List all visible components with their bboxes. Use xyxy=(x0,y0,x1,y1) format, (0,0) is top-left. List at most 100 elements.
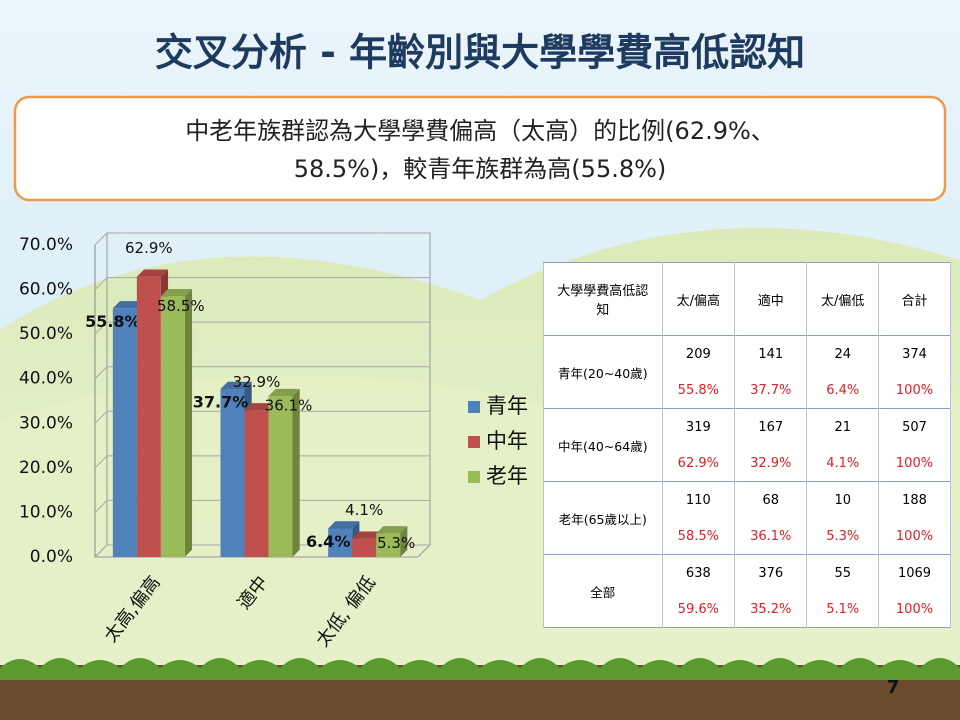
callout-line: 中老年族群認為大學學費偏高（太高）的比例(62.9%、 xyxy=(185,117,775,145)
y-tick-label: 30.0% xyxy=(19,413,73,433)
bar xyxy=(160,296,185,557)
bar xyxy=(136,276,161,557)
table-cell: 62.9% xyxy=(661,445,736,482)
table-cell: 141 xyxy=(734,335,808,372)
table-cell: 太/偏高 xyxy=(661,262,736,336)
bar xyxy=(268,396,293,557)
bar xyxy=(328,528,353,557)
bar-top xyxy=(328,521,360,529)
data-label: 55.8% xyxy=(85,312,141,331)
table-row: 59.6% 35.2% 5.1% 100% xyxy=(544,591,951,628)
table-cell: 55 xyxy=(806,554,879,591)
table-cell: 適中 xyxy=(734,262,808,336)
y-tick-label: 10.0% xyxy=(19,502,73,522)
grid-line xyxy=(94,455,430,469)
y-tick-label: 60.0% xyxy=(19,280,73,300)
grid-line xyxy=(94,321,430,335)
bar-top xyxy=(376,526,408,534)
bar-side xyxy=(292,388,300,557)
legend-label: 青年 xyxy=(486,394,528,418)
table-cell: 10 xyxy=(806,481,879,518)
table-row: 老年(65歲以上) 110 68 10 188 xyxy=(543,481,951,555)
table-cell: 100% xyxy=(878,591,951,628)
data-label: 32.9% xyxy=(233,373,281,391)
legend-label: 老年 xyxy=(486,464,528,488)
bar-top xyxy=(220,381,252,389)
grid-line xyxy=(94,277,430,290)
y-tick-label: 70.0% xyxy=(19,235,73,255)
data-label: 37.7% xyxy=(193,392,249,411)
table-cell: 35.2% xyxy=(734,591,808,628)
table-row: 大學學費高低認知 太/偏高 適中 太/偏低 合計 xyxy=(543,262,951,336)
grid-line xyxy=(94,410,430,424)
table-cell: 24 xyxy=(806,335,879,372)
grid-line xyxy=(94,232,430,246)
table-cell: 376 xyxy=(734,554,808,591)
table-cell: 100% xyxy=(878,372,951,409)
table-cell: 319 xyxy=(661,408,736,445)
bar-top xyxy=(160,289,193,297)
table-row: 58.5% 36.1% 5.3% 100% xyxy=(544,518,951,555)
table-cell: 55.8% xyxy=(661,372,736,409)
table-cell: 209 xyxy=(661,335,736,372)
legend-label: 中年 xyxy=(486,429,528,453)
table-cell: 68 xyxy=(734,481,808,518)
grid-line xyxy=(94,544,430,558)
data-label: 6.4% xyxy=(306,532,350,551)
table-row: 中年(40~64歲) 319 167 21 507 xyxy=(543,408,951,482)
bar xyxy=(220,388,245,557)
table-cell: 37.7% xyxy=(734,372,808,409)
bar-top xyxy=(136,269,169,277)
table-cell: 188 xyxy=(878,481,951,518)
table-cell: 167 xyxy=(734,408,808,445)
table-cell: 5.1% xyxy=(806,591,879,628)
y-tick-label: 20.0% xyxy=(19,458,73,478)
bar xyxy=(112,308,137,557)
table-cell: 老年(65歲以上) xyxy=(543,481,663,555)
bar-side xyxy=(400,526,408,557)
bar-top xyxy=(268,388,300,397)
table-cell: 5.3% xyxy=(806,518,879,555)
y-tick-label: 50.0% xyxy=(19,324,73,344)
data-label: 62.9% xyxy=(125,239,173,257)
table-row: 全部 638 376 55 1069 xyxy=(543,554,951,628)
table-cell: 32.9% xyxy=(734,445,808,482)
table-cell: 合計 xyxy=(878,262,951,336)
table-cell: 507 xyxy=(878,408,951,445)
table-cell: 青年(20~40歲) xyxy=(543,335,663,409)
table-row: 青年(20~40歲) 209 141 24 374 xyxy=(543,335,951,409)
bar xyxy=(352,538,377,557)
table-cell: 100% xyxy=(878,518,951,555)
table-cell: 大學學費高低認知 xyxy=(543,262,663,336)
table-cell: 6.4% xyxy=(806,372,879,409)
table-cell: 36.1% xyxy=(734,518,808,555)
bar-top xyxy=(112,301,145,309)
data-table: 大學學費高低認知 太/偏高 適中 太/偏低 合計 青年(20~40歲) 209 141 24 37… xyxy=(543,262,951,628)
table-cell: 638 xyxy=(661,554,736,591)
bar-top xyxy=(352,531,384,539)
table-cell: 全部 xyxy=(543,554,663,628)
data-label: 4.1% xyxy=(345,501,383,519)
table-row: 55.8% 37.7% 6.4% 100% xyxy=(544,372,951,409)
table-cell: 21 xyxy=(806,408,879,445)
legend-swatch xyxy=(468,401,480,413)
x-tick-label: 適中 xyxy=(234,572,273,613)
x-tick-label: 太高,偏高 xyxy=(100,572,164,646)
legend-swatch xyxy=(468,436,480,448)
y-tick-label: 0.0% xyxy=(30,547,73,567)
table-cell: 58.5% xyxy=(661,518,736,555)
page-number: 7 xyxy=(887,677,900,698)
table-cell: 100% xyxy=(878,445,951,482)
bar-top xyxy=(244,403,276,411)
data-label: 5.3% xyxy=(377,534,415,552)
table-cell: 4.1% xyxy=(806,445,879,482)
slide-title: 交叉分析 - 年齡別與大學學費高低認知 xyxy=(155,31,805,75)
y-tick-label: 40.0% xyxy=(19,369,73,389)
x-tick-label: 太低, 偏低 xyxy=(312,572,380,651)
table-cell: 太/偏低 xyxy=(806,262,879,336)
table-cell: 110 xyxy=(661,481,736,518)
table-cell: 中年(40~64歲) xyxy=(543,408,663,482)
table-cell: 59.6% xyxy=(661,591,736,628)
data-label: 36.1% xyxy=(265,397,313,415)
